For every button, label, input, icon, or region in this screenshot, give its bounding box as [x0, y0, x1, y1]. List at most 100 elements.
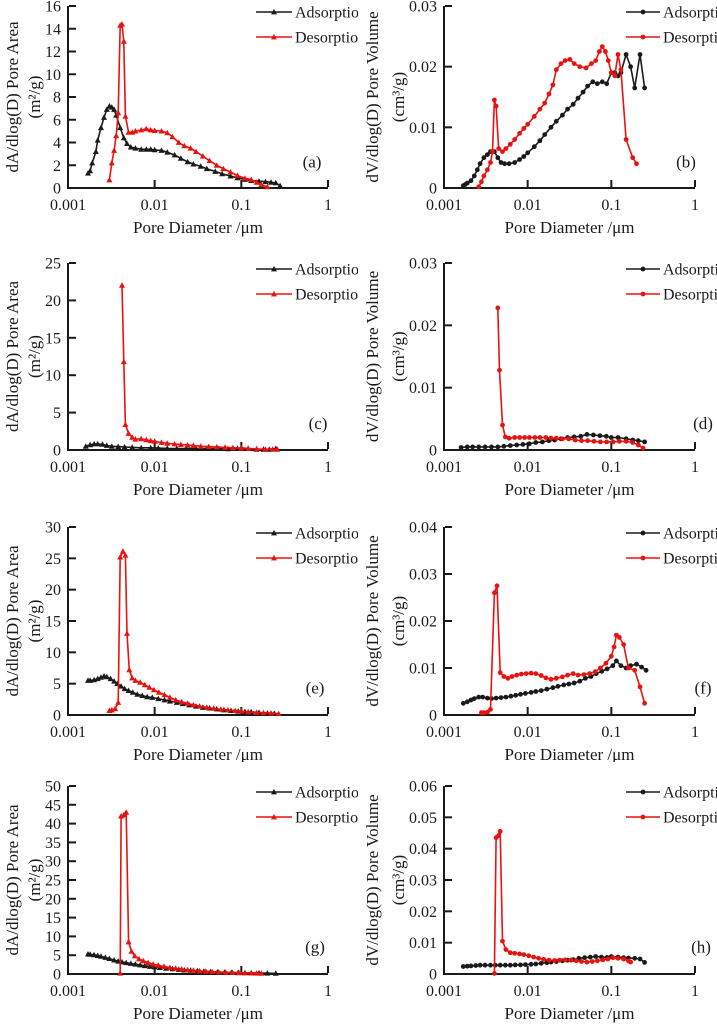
- legend-triangle-marker: [271, 290, 277, 297]
- panel-letter: (d): [693, 414, 713, 433]
- x-tick-label: 0.01: [514, 459, 542, 476]
- y-tick-label: 15: [45, 330, 61, 347]
- legend-label: Adsorption: [295, 5, 358, 22]
- series-adsorption: [460, 658, 649, 706]
- triangle-markers: [119, 282, 281, 452]
- y-tick-label: 0.03: [409, 256, 437, 273]
- axes: [443, 263, 695, 451]
- y-tick-label: 0: [429, 708, 437, 725]
- axes: [67, 263, 328, 451]
- triangle-markers: [85, 673, 278, 716]
- y-axis-title: dV/dlog(D) Pore Volume: [363, 535, 382, 706]
- chart-d-svg: 0 0.01 0.02 0.03 0.001 0.01 0.1 1 Pore Diameter …: [363, 256, 717, 500]
- circle-markers: [476, 44, 639, 190]
- legend: Adsorption Desorption: [626, 526, 717, 568]
- y-tick-label: 0.01: [409, 935, 437, 952]
- series-desorption: [119, 282, 281, 452]
- x-tick-label: 0.1: [231, 983, 251, 1000]
- x-axis-title: Pore Diameter /μm: [133, 218, 263, 237]
- x-tick-label: 0.1: [601, 724, 621, 741]
- legend-circle-marker: [640, 555, 646, 561]
- y-tick-label: 35: [45, 835, 61, 852]
- chart-f-svg: 0 0.01 0.02 0.03 0.04 0.001 0.01 0.1 1 Pore Diame…: [363, 520, 717, 765]
- axes: [443, 527, 695, 716]
- chart-a-svg: 0 2 4 6 8 10 12 14 16 0.001 0.01 0.1 1 Pore Diameter …: [3, 0, 367, 237]
- x-axis-title: Pore Diameter /μm: [505, 1004, 635, 1023]
- x-tick-label: 0.001: [426, 724, 462, 741]
- y-tick-label: 0.02: [409, 904, 437, 921]
- x-axis-title: Pore Diameter /μm: [133, 480, 263, 499]
- series-adsorption: [85, 103, 284, 189]
- x-tick-label: 0.001: [426, 197, 462, 214]
- y-tick-label: 15: [45, 614, 61, 631]
- series-desorption: [492, 829, 633, 976]
- y-tick-label: 0: [429, 181, 437, 198]
- legend-label: Adsorption: [295, 785, 358, 802]
- y-tick-label: 10: [45, 929, 61, 946]
- y-tick-label: 0.02: [409, 59, 437, 76]
- y-tick-label: 40: [45, 816, 61, 833]
- legend-label: Desorption: [295, 287, 358, 304]
- y-tick-label: 10: [45, 368, 61, 385]
- x-tick-label: 0.01: [514, 983, 542, 1000]
- x-tick-label: 0.1: [231, 724, 251, 741]
- legend-label: Adsorption: [295, 262, 358, 279]
- legend-label: Adsorption: [663, 262, 717, 279]
- legend: Adsorption Desorption: [256, 262, 367, 304]
- y-tick-label: 0.01: [409, 661, 437, 678]
- y-axis-title-units: (m²/g): [25, 76, 44, 119]
- y-axis-title-units: (m²/g): [25, 600, 44, 643]
- series-desorption: [476, 44, 639, 190]
- x-tick-label: 0.01: [141, 983, 169, 1000]
- series-line: [119, 811, 262, 975]
- legend: Adsorption Desorption: [256, 785, 367, 827]
- y-tick-label: 0.03: [409, 0, 437, 16]
- axes: [443, 6, 695, 189]
- y-tick-label: 0: [53, 181, 61, 198]
- y-tick-label: 10: [45, 67, 61, 84]
- y-tick-label: 0.06: [409, 779, 437, 796]
- panel-a: 0 2 4 6 8 10 12 14 16 0.001 0.01 0.1 1 Pore Diameter …: [0, 0, 367, 255]
- x-tick-label: 1: [691, 724, 699, 741]
- y-tick-label: 16: [45, 0, 61, 16]
- panel-e: 0 5 10 15 20 25 30 0.001 0.01 0.1 1 Pore Diameter /…: [0, 505, 367, 767]
- legend-circle-marker: [640, 9, 646, 15]
- y-tick-label: 0: [53, 708, 61, 725]
- series-desorption: [479, 583, 647, 716]
- y-tick-label: 30: [45, 854, 61, 871]
- panel-letter: (c): [309, 414, 328, 433]
- y-tick-label: 50: [45, 779, 61, 796]
- panel-f: 0 0.01 0.02 0.03 0.04 0.001 0.01 0.1 1 Pore Diame…: [358, 505, 717, 767]
- x-tick-label: 1: [324, 197, 332, 214]
- legend-label: Adsorption: [663, 5, 717, 22]
- circle-markers: [460, 658, 649, 706]
- y-tick-label: 5: [53, 676, 61, 693]
- x-tick-label: 0.01: [141, 459, 169, 476]
- legend-triangle-marker: [271, 529, 277, 536]
- y-tick-label: 25: [45, 256, 61, 273]
- legend-label: Adsorption: [663, 526, 717, 543]
- y-axis-title: dV/dlog(D) Pore Volume: [363, 794, 382, 965]
- panel-letter: (b): [676, 153, 696, 172]
- circle-markers: [495, 305, 646, 451]
- chart-e-svg: 0 5 10 15 20 25 30 0.001 0.01 0.1 1 Pore Diameter /…: [3, 520, 367, 765]
- panel-letter: (e): [306, 679, 325, 698]
- y-axis-title-units: (m²/g): [25, 859, 44, 902]
- y-tick-label: 5: [53, 948, 61, 965]
- y-tick-label: 0: [53, 443, 61, 460]
- x-tick-label: 0.01: [141, 197, 169, 214]
- x-tick-label: 0.001: [50, 983, 86, 1000]
- panel-d: 0 0.01 0.02 0.03 0.001 0.01 0.1 1 Pore Diameter …: [358, 250, 717, 510]
- series-line: [87, 105, 281, 187]
- legend-circle-marker: [640, 291, 646, 297]
- legend: Adsorption Desorption: [256, 5, 367, 47]
- y-tick-label: 0: [53, 967, 61, 984]
- y-axis-title: dA/dlog(D) Pore Area: [3, 804, 22, 956]
- y-tick-label: 0: [429, 443, 437, 460]
- series-desorption: [117, 809, 265, 976]
- series-line: [121, 285, 278, 451]
- series-line: [481, 585, 646, 714]
- panel-letter: (a): [303, 153, 322, 172]
- y-tick-label: 8: [53, 90, 61, 107]
- axes: [67, 6, 328, 189]
